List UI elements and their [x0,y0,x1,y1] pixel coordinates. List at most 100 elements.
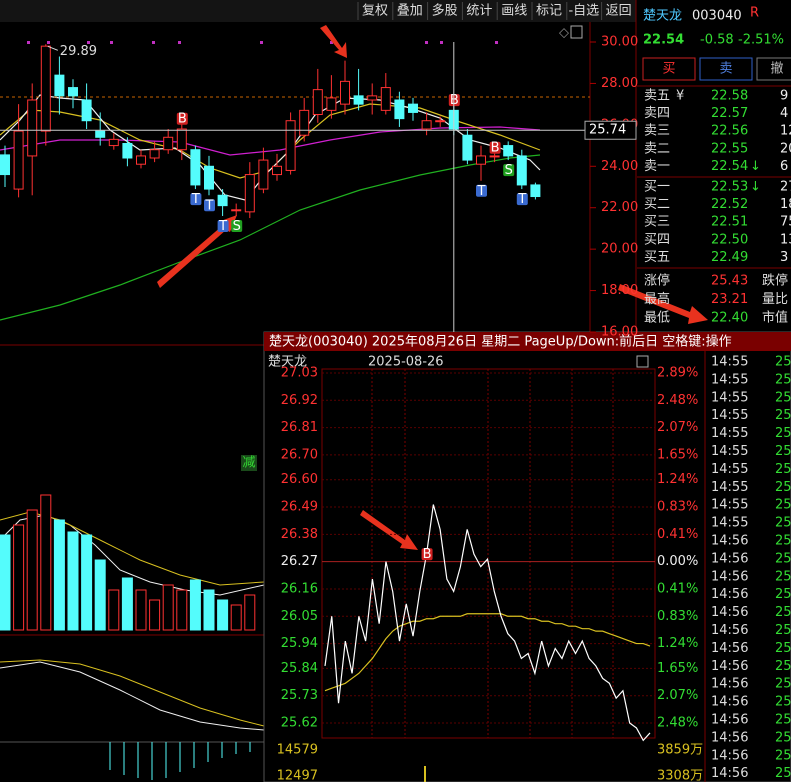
price-tick-label: 27.03 [281,366,318,381]
signal-label: T [205,198,214,213]
crosshair-label: 25.74 [589,123,626,138]
signal-label: T [477,184,486,199]
buy-button[interactable] [642,57,696,81]
candle-body [476,155,486,165]
volume-bar [13,524,25,631]
book-label: 买五 [644,250,670,265]
time: 14:55 [711,480,748,495]
candle-body [190,149,201,186]
candle-body [272,165,282,176]
macd-line [0,659,265,727]
y-tick-label: 22.00 [601,200,638,215]
tick-price: 25 [775,677,791,692]
trade-button[interactable]: 撤 [770,61,783,77]
volume-bar [108,589,120,631]
stat-label: 市值 [762,310,788,326]
candle-body [95,130,106,138]
pct-tick-label: 2.89% [657,366,698,381]
book-label: 卖一 [644,159,670,174]
toolbar-button[interactable]: 复权 [362,3,388,19]
signal-marker [217,220,229,232]
signal-label: S [505,163,513,178]
book-price: 22.49 [711,250,748,265]
macd-line [0,661,265,731]
tick-price: 25 [775,551,791,566]
volume-bar [149,599,161,631]
candle-body [285,120,296,171]
popup-date: 2025-08-26 [368,355,444,370]
tick-price: 25 [775,426,791,441]
sell-button[interactable] [699,57,753,81]
time: 14:56 [711,748,748,763]
tick-price: 25 [775,444,791,459]
book-label: 买四 [644,232,670,247]
time: 14:55 [711,444,748,459]
candle-body [380,87,391,111]
icon[interactable] [570,25,583,39]
volume-bar [135,589,147,631]
y-tick-label: 24.00 [601,159,638,174]
book-volume: 136 [780,232,791,247]
signal-label: S [233,219,241,234]
stat-label: 量比 [762,292,788,307]
trade-button[interactable]: 买 [662,62,675,77]
currency: ¥ [676,89,684,104]
time: 14:56 [711,551,748,566]
toolbar-button[interactable]: 叠加 [397,4,423,19]
tick-price: 25 [775,498,791,513]
book-volume: 20 [780,141,791,156]
book-label: 卖四 [644,106,670,121]
time: 14:56 [711,623,748,638]
time: 14:56 [711,695,748,710]
signal-marker [476,184,487,197]
candle-body [122,143,133,159]
icon[interactable]: ◇ [559,26,569,41]
volume-bar [67,531,79,631]
stock-name: 楚天龙 [643,9,682,24]
stat-value: 25.43 [711,274,748,289]
stat-label: 最高 [644,291,670,307]
candle-body [13,130,24,190]
book-price: 22.54 [711,159,748,174]
stat-value: 22.40 [711,311,748,326]
popup-close[interactable] [636,355,649,368]
y-tick-label: 28.00 [601,76,638,91]
time: 14:56 [711,605,748,620]
volume-bar [230,604,242,631]
signal-label: T [517,192,526,207]
signal-marker [516,193,528,206]
volume-bar [94,559,106,631]
book-price: 22.53 [711,180,748,195]
signal-label: B [178,112,187,127]
book-volume: 9 [780,89,788,104]
time: 14:56 [711,641,748,656]
cancel-button[interactable] [756,57,791,81]
price-tick-label: 26.70 [281,447,318,462]
price-tick-label: 26.38 [281,527,318,542]
trade-button[interactable]: 卖 [719,62,732,77]
toolbar-button[interactable]: 多股 [432,3,458,19]
candle-body [530,184,541,198]
price-tick-label: 26.81 [281,420,318,435]
book-price: 22.51 [711,215,748,230]
candle-body [204,165,214,190]
toolbar-button[interactable]: 画线 [501,4,527,19]
toolbar-button[interactable]: 统计 [466,4,492,19]
toolbar-button[interactable]: -自选 [568,4,599,19]
tick-price: 25 [775,355,791,370]
candle-body [108,138,119,147]
book-price: 22.55 [711,141,748,156]
toolbar-button[interactable]: 返回 [606,4,632,19]
badge: 减 [242,456,255,471]
signal-label: B [423,547,432,562]
candle-body [27,99,38,157]
max-pointer [47,45,58,51]
price-line [324,504,651,742]
candle-body [489,155,500,158]
book-volume: 6 [780,159,788,174]
tick-price: 25 [775,605,791,620]
pct-tick-label: 0.00% [657,554,698,569]
toolbar-button[interactable]: 标记 [536,4,562,19]
